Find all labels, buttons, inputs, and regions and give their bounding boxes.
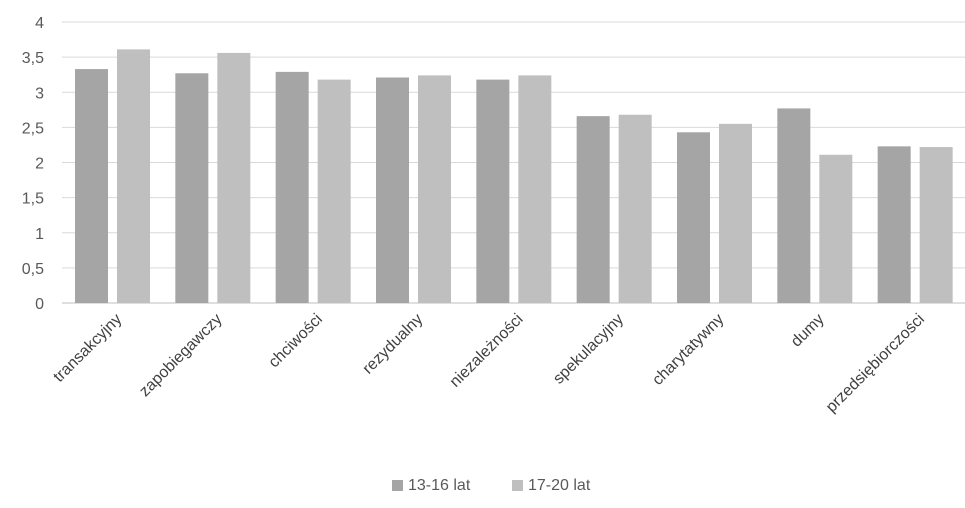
bar-series2-2 xyxy=(317,79,351,303)
x-category-label: chciwości xyxy=(266,311,326,371)
bar-series2-7 xyxy=(819,154,853,303)
bar-series2-5 xyxy=(618,114,652,303)
bar-series1-8 xyxy=(877,146,911,303)
bar-series1-5 xyxy=(576,116,610,303)
x-category-label: rezydualny xyxy=(360,311,427,378)
y-tick-label: 2,5 xyxy=(22,120,44,137)
y-tick-label: 1,5 xyxy=(22,191,44,208)
x-category-label: dumy xyxy=(788,311,828,351)
legend-label: 17-20 lat xyxy=(528,477,591,494)
bar-series1-4 xyxy=(476,79,510,303)
x-category-label: spekulacyjny xyxy=(550,311,627,388)
y-tick-label: 3 xyxy=(35,85,44,102)
bars xyxy=(75,49,953,304)
bar-series1-7 xyxy=(777,108,811,303)
x-category-label: niezależności xyxy=(447,311,527,391)
bar-series1-3 xyxy=(376,77,409,303)
x-axis: transakcyjny zapobiegawczy chciwości rezydu… xyxy=(50,311,928,416)
y-axis: 0 0,5 1 1,5 2 2,5 3 3,5 4 xyxy=(22,15,44,313)
y-tick-label: 3,5 xyxy=(22,50,44,67)
bar-series2-3 xyxy=(418,75,451,303)
bar-series1-6 xyxy=(677,132,710,303)
x-category-label: charytatywny xyxy=(649,311,727,389)
bar-series2-6 xyxy=(719,123,752,303)
y-tick-label: 4 xyxy=(35,15,44,32)
legend-swatch xyxy=(392,480,403,491)
y-tick-label: 2 xyxy=(35,156,44,173)
y-tick-label: 0,5 xyxy=(22,261,44,278)
bar-series1-1 xyxy=(175,73,209,303)
y-tick-label: 0 xyxy=(35,296,44,313)
y-tick-label: 1 xyxy=(35,226,44,243)
bar-series2-0 xyxy=(117,49,150,304)
bar-series2-8 xyxy=(919,147,953,303)
gridlines xyxy=(62,21,965,304)
x-category-label: przedsiębiorczości xyxy=(823,311,928,416)
bar-series1-0 xyxy=(75,69,108,303)
x-category-label: transakcyjny xyxy=(50,311,125,386)
bar-series2-1 xyxy=(217,52,251,303)
legend-swatch xyxy=(512,480,523,491)
bar-series1-2 xyxy=(275,71,309,303)
x-category-label: zapobiegawczy xyxy=(136,311,225,400)
legend-label: 13-16 lat xyxy=(408,477,471,494)
bar-series2-4 xyxy=(518,75,552,303)
legend: 13-16 lat 17-20 lat xyxy=(392,477,591,494)
